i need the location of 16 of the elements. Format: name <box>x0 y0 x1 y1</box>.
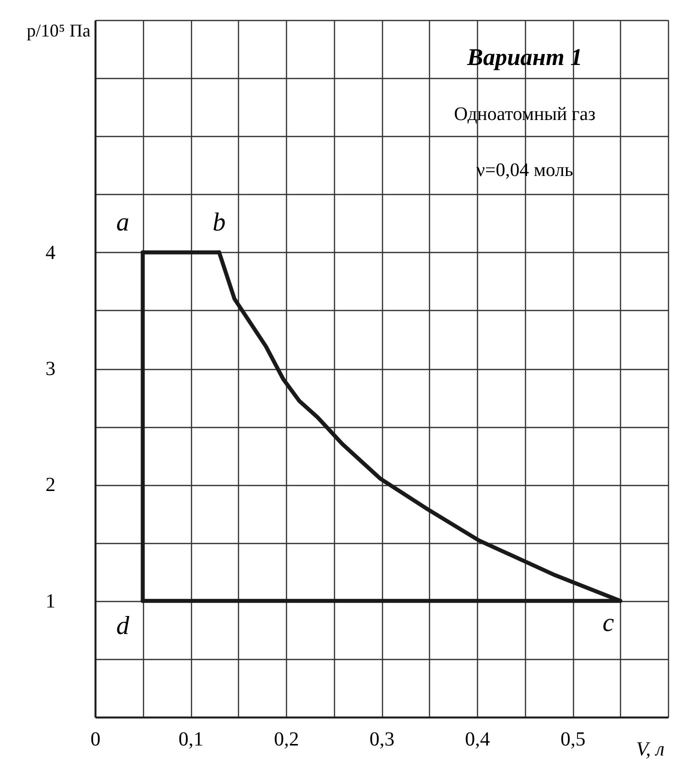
annotation: c <box>602 608 614 637</box>
annotation: d <box>116 610 130 640</box>
annotation: b <box>212 207 226 236</box>
annotation: a <box>116 207 130 236</box>
y-axis-title: p/10⁵ Па <box>26 20 91 40</box>
x-axis-title: V, л <box>636 738 665 760</box>
x-tick-label: 0,3 <box>370 728 394 750</box>
x-tick-label: 0 <box>90 728 100 750</box>
y-tick-label: 4 <box>46 242 56 264</box>
x-tick-label: 0,1 <box>178 728 204 750</box>
y-tick-label: 3 <box>46 358 56 380</box>
x-tick-label: 0,4 <box>465 728 490 750</box>
y-tick-label: 1 <box>46 590 56 612</box>
x-tick-label: 0,2 <box>274 728 299 750</box>
x-tick-label: 0,5 <box>560 728 586 750</box>
y-tick-label: 2 <box>46 474 56 496</box>
